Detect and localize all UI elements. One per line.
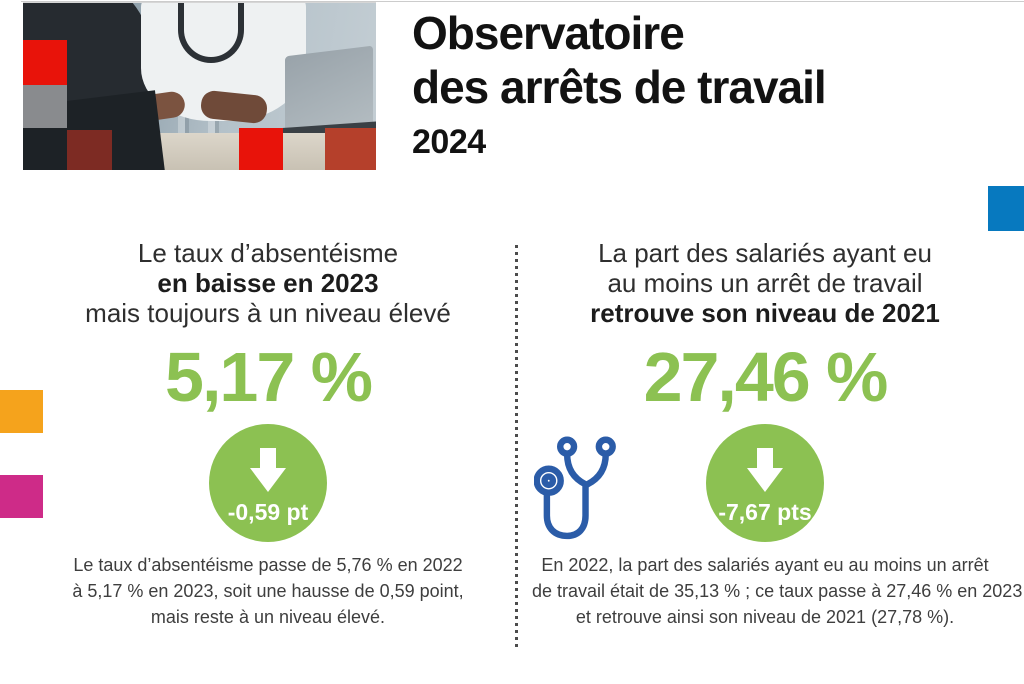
mosaic-square-red-2	[239, 128, 283, 170]
photo-neck-stethoscope	[178, 3, 244, 63]
dotted-divider	[515, 245, 518, 649]
heading-line: Le taux d’absentéisme	[137, 238, 399, 268]
title-year: 2024	[412, 123, 486, 161]
note-line: Le taux d’absentéisme passe de 5,76 % en…	[73, 555, 463, 575]
mosaic-square-brick	[325, 128, 376, 170]
absenteeism-note: Le taux d’absentéisme passe de 5,76 % en…	[40, 552, 496, 630]
doctor-photo	[23, 2, 376, 170]
sick-leave-share-value: 27,46 %	[643, 338, 889, 416]
mosaic-square-orange	[0, 390, 43, 433]
absenteeism-panel: Le taux d’absentéisme en baisse en 2023 …	[40, 238, 496, 630]
top-divider-line	[21, 1, 1024, 2]
title-line-1: Observatoire	[412, 7, 685, 59]
note-line: mais reste à un niveau élevé.	[150, 607, 386, 627]
heading-line-bold: retrouve son niveau de 2021	[590, 298, 940, 328]
heading-line-bold: en baisse en 2023	[157, 268, 379, 298]
mosaic-square-red-1	[23, 40, 67, 85]
arrow-down-icon	[250, 447, 286, 492]
heading-line: au moins un arrêt de travail	[607, 268, 923, 298]
sick-leave-share-panel: La part des salariés ayant eu au moins u…	[532, 238, 1023, 630]
note-line: à 5,17 % en 2023, soit une hausse de 0,5…	[72, 581, 464, 601]
heading-line: La part des salariés ayant eu	[598, 238, 932, 268]
mosaic-square-darkred	[67, 130, 112, 170]
sick-leave-delta-badge: -7,67 pts	[706, 424, 824, 542]
stethoscope-icon	[534, 436, 616, 540]
sick-leave-heading: La part des salariés ayant eu au moins u…	[532, 238, 998, 328]
note-line: de travail était de 35,13 % ; ce taux pa…	[532, 581, 1023, 601]
sick-leave-note: En 2022, la part des salariés ayant eu a…	[532, 552, 1023, 630]
absenteeism-rate-value: 5,17 %	[165, 338, 373, 416]
page-title: Observatoire des arrêts de travail 2024	[412, 6, 827, 162]
absenteeism-delta-badge: -0,59 pt	[209, 424, 327, 542]
heading-line: mais toujours à un niveau élevé	[85, 298, 451, 328]
title-line-2: des arrêts de travail	[412, 61, 827, 113]
note-line: En 2022, la part des salariés ayant eu a…	[541, 555, 989, 575]
absenteeism-delta-value: -0,59 pt	[227, 498, 309, 525]
note-line: et retrouve ainsi son niveau de 2021 (27…	[575, 607, 955, 627]
mosaic-square-blue	[988, 186, 1024, 231]
absenteeism-heading: Le taux d’absentéisme en baisse en 2023 …	[40, 238, 496, 328]
arrow-down-icon	[747, 447, 783, 492]
sick-leave-delta-value: -7,67 pts	[718, 498, 812, 525]
mosaic-square-pink	[0, 475, 43, 518]
mosaic-square-gray	[23, 85, 67, 128]
